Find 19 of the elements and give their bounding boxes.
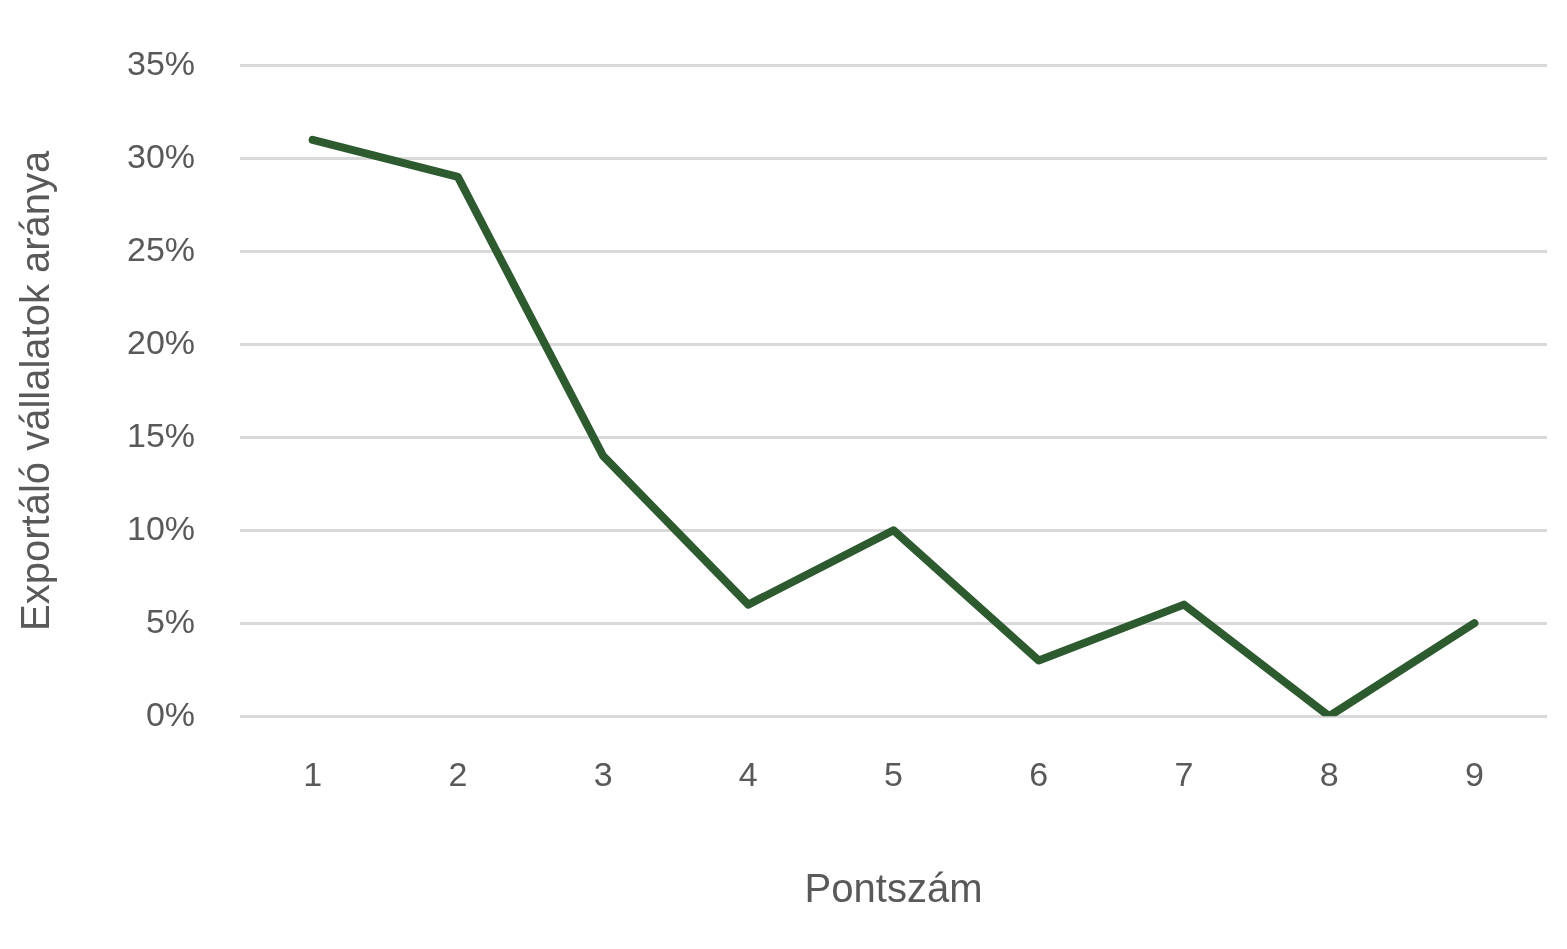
y-tick-label: 30% bbox=[126, 136, 196, 175]
x-tick-label: 9 bbox=[1464, 754, 1484, 793]
y-tick-label: 35% bbox=[126, 43, 196, 82]
x-tick-label: 4 bbox=[738, 754, 758, 793]
x-axis-title: Pontszám bbox=[804, 866, 983, 911]
y-tick-label: 5% bbox=[145, 601, 196, 640]
y-tick-label: 0% bbox=[145, 694, 196, 733]
y-tick-label: 25% bbox=[126, 229, 196, 268]
x-tick-label: 1 bbox=[303, 754, 323, 793]
y-axis-title: Exportáló vállalatok aránya bbox=[13, 149, 58, 631]
y-tick-label: 10% bbox=[126, 508, 196, 547]
x-tick-label: 6 bbox=[1029, 754, 1049, 793]
x-tick-label: 7 bbox=[1174, 754, 1194, 793]
x-tick-label: 5 bbox=[884, 754, 903, 793]
x-tick-label: 2 bbox=[448, 754, 468, 793]
y-tick-label: 20% bbox=[126, 322, 196, 361]
x-tick-label: 3 bbox=[593, 754, 613, 793]
x-tick-label: 8 bbox=[1319, 754, 1339, 793]
y-tick-label: 15% bbox=[126, 415, 196, 454]
